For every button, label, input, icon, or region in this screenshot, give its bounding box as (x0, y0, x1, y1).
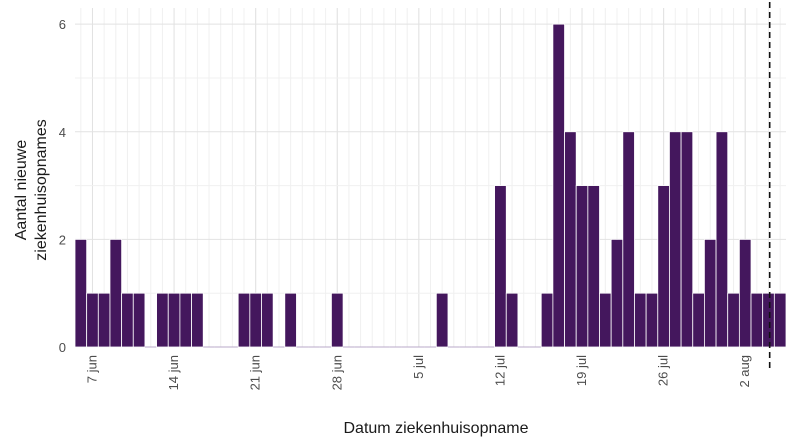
bar-2020-08-02 (738, 238, 752, 348)
bar-2020-07-30 (704, 238, 717, 348)
bar-2020-07-17 (552, 23, 565, 348)
bar-2020-07-25 (645, 292, 659, 348)
bar-2020-07-26 (657, 185, 670, 348)
x-tick-labels: 7 jun 14 jun 21 jun 28 jun 5 jul 12 jul 19 jul… (84, 355, 752, 391)
bar-2020-07-18 (564, 131, 577, 348)
x-tick-label: 19 jul (574, 355, 589, 386)
bar-2020-06-08 (97, 292, 111, 348)
bar-2020-07-21 (599, 292, 612, 348)
x-tick-label: 28 jun (329, 355, 344, 390)
bar-2020-08-03 (750, 292, 764, 348)
bar-2020-06-07 (86, 292, 99, 348)
bar-2020-07-22 (610, 238, 624, 348)
bar-2020-08-01 (727, 292, 740, 348)
x-tick-label: 26 jul (656, 355, 671, 386)
bar-2020-06-10 (121, 292, 134, 348)
bar-2020-06-28 (331, 292, 344, 348)
bar-2020-06-11 (132, 292, 146, 348)
bar-2020-06-15 (179, 292, 192, 348)
y-tick-label: 0 (59, 340, 66, 355)
bar-2020-06-21 (249, 292, 262, 348)
bar-2020-07-07 (435, 292, 449, 348)
bar-2020-07-12 (494, 185, 507, 348)
y-tick-labels: 0 2 4 6 (59, 17, 66, 355)
bar-2020-07-28 (680, 131, 694, 348)
x-tick-label: 5 jul (411, 355, 426, 379)
bar-2020-07-16 (540, 292, 554, 348)
bar-2020-06-22 (261, 292, 274, 348)
bar-2020-06-16 (191, 292, 204, 348)
x-tick-label: 12 jul (492, 355, 507, 386)
bar-2020-07-20 (587, 185, 600, 348)
bars (74, 23, 786, 348)
bar-2020-07-23 (622, 131, 635, 348)
y-tick-label: 6 (59, 17, 66, 32)
bar-2020-07-24 (634, 292, 647, 348)
bar-2020-06-13 (156, 292, 169, 348)
bar-2020-07-29 (692, 292, 705, 348)
bar-2020-06-20 (237, 292, 251, 348)
bar-2020-07-27 (669, 131, 682, 348)
bar-2020-07-13 (505, 292, 519, 348)
x-tick-label: 21 jun (248, 355, 263, 390)
bar-2020-08-05 (773, 292, 786, 348)
bar-2020-06-24 (284, 292, 297, 348)
bar-2020-06-14 (167, 292, 181, 348)
bar-2020-07-31 (715, 131, 729, 348)
x-tick-label: 7 jun (84, 355, 99, 383)
x-tick-label: 2 aug (737, 355, 752, 388)
bar-2020-06-09 (109, 238, 123, 348)
y-tick-label: 4 (59, 125, 66, 140)
x-tick-label: 14 jun (166, 355, 181, 390)
bar-2020-08-04 (762, 292, 775, 348)
y-axis-title-line-2: ziekenhuisopnames (33, 119, 50, 260)
x-axis-title: Datum ziekenhuisopname (344, 420, 529, 437)
bar-2020-07-19 (575, 185, 589, 348)
y-tick-label: 2 (59, 232, 66, 247)
y-axis-title-line-1: Aantal nieuwe (13, 140, 30, 241)
bar-2020-06-06 (74, 238, 88, 348)
